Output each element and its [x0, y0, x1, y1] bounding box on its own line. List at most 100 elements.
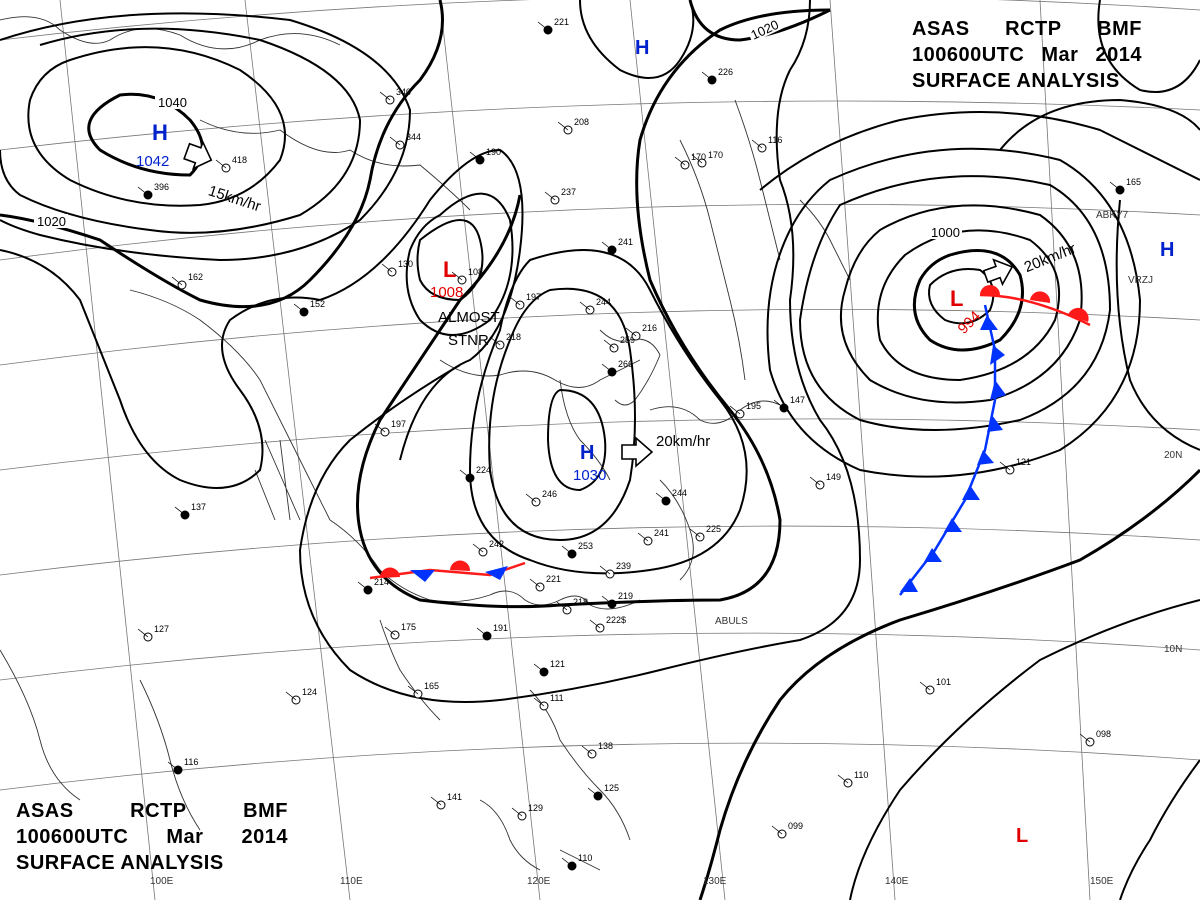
station-pressure-value: 225: [706, 524, 721, 534]
wind-barb: [1079, 733, 1091, 743]
wind-barb: [689, 528, 701, 538]
high-ne-symbol: H: [1160, 239, 1174, 261]
station-pressure-value: 162: [188, 272, 203, 282]
wind-barb: [533, 663, 545, 673]
agency-code: ASAS: [912, 18, 970, 40]
station-pressure-value: 241: [618, 237, 633, 247]
station-pressure-value: 124: [302, 687, 317, 697]
station-pressure-value: 253: [578, 541, 593, 551]
wind-barb: [919, 681, 931, 691]
high-center-symbol: H: [580, 442, 594, 464]
low-center-pressure: 1008: [430, 284, 463, 301]
wind-barb: [561, 857, 573, 867]
station-pressure-value: 224: [476, 465, 491, 475]
wind-barb: [511, 807, 523, 817]
wind-barb: [389, 136, 401, 146]
low-east-motion-label: 20km/hr: [1022, 240, 1079, 276]
wind-barb: [476, 627, 488, 637]
wind-barb: [637, 532, 649, 542]
station-label-abuls: ABULS: [715, 616, 748, 627]
wind-barb: [285, 691, 297, 701]
motion-arrows: [183, 140, 1014, 468]
coastlines: [0, 16, 851, 871]
station-pressure-value: 116: [768, 135, 782, 145]
product-name: SURFACE ANALYSIS: [912, 70, 1120, 92]
analysis-year: 2014: [241, 826, 288, 848]
station-pressure-value: 147: [790, 395, 805, 405]
station-pressure-value: 130: [398, 259, 413, 269]
station-pressure-value: 197: [526, 292, 541, 302]
wind-barb: [489, 336, 501, 346]
station-pressure-value: 241: [654, 528, 669, 538]
motion-labels: 15km/hr 20km/hr 20km/hr ALMOST STNR: [206, 182, 1078, 450]
station-pressure-value: 216: [642, 323, 657, 333]
wind-barb: [579, 301, 591, 311]
station-pressure-value: 237: [561, 187, 576, 197]
station-pressure-value: 099: [788, 821, 803, 831]
grid-labels: 100E 110E 120E 130E 140E 150E 20N 10N AB…: [150, 210, 1182, 887]
station-pressure-value: 129: [528, 803, 543, 813]
wind-barb: [459, 469, 471, 479]
station-pressure-value: 396: [154, 182, 169, 192]
station-pressure-value: 170: [708, 150, 723, 160]
wind-barb: [837, 774, 849, 784]
isobar-label-1040: 1040: [158, 95, 187, 110]
wind-barb: [451, 271, 463, 281]
latitude-label-20n: 20N: [1164, 450, 1182, 461]
wind-barb: [381, 263, 393, 273]
station-pressure-value: 108: [468, 267, 483, 277]
wind-barb: [691, 154, 703, 164]
isobar-label-1000: 1000: [931, 225, 960, 240]
warm-front: [979, 285, 1091, 327]
wind-barb: [509, 296, 521, 306]
isobar-1020-west: [0, 0, 444, 309]
station-pressure-value: 175: [401, 622, 416, 632]
wind-barb: [557, 121, 569, 131]
wind-barb: [430, 796, 442, 806]
wind-barb: [674, 156, 686, 166]
wind-barb: [729, 405, 741, 415]
office-code: BMF: [1097, 18, 1142, 40]
high-center-motion-arrow: [621, 436, 654, 468]
wind-barb: [407, 685, 419, 695]
station-pressure-value: 121: [1016, 457, 1031, 467]
wind-barb: [533, 697, 545, 707]
wind-barb: [1109, 181, 1121, 191]
station-pressure-value: 170: [691, 152, 706, 162]
wind-barb: [601, 595, 613, 605]
station-pressure-value: 149: [826, 472, 841, 482]
station-pressure-value: 208: [574, 117, 589, 127]
wind-barb: [601, 241, 613, 251]
high-center-motion-label: 20km/hr: [656, 433, 710, 450]
station-pressure-value: 197: [391, 419, 406, 429]
wind-barb: [999, 461, 1011, 471]
station-pressure-value: 242: [489, 539, 504, 549]
longitude-label-100e: 100E: [150, 876, 174, 887]
station-pressure-value: 191: [493, 623, 508, 633]
longitude-label-150e: 150E: [1090, 876, 1114, 887]
station-pressure-value: 266: [618, 359, 633, 369]
low-east-pressure: 994: [955, 308, 985, 338]
wind-barb: [809, 476, 821, 486]
stationary-label-line1: ALMOST: [438, 309, 500, 326]
longitude-label-130e: 130E: [703, 876, 727, 887]
stationary-label-line2: STNR: [448, 332, 489, 349]
low-east-symbol: L: [950, 286, 963, 311]
station-pressure-value: 221: [554, 17, 569, 27]
low-center-symbol: L: [443, 257, 456, 282]
wind-barb: [556, 601, 568, 611]
wind-barb: [544, 191, 556, 201]
station-pressure-value: 222$: [606, 615, 626, 625]
wind-barb: [625, 327, 637, 337]
office-code: BMF: [243, 800, 288, 822]
station-label-vrzj: VRZJ: [1128, 275, 1153, 286]
isobar-label-1020-west: 1020: [37, 214, 66, 229]
station-pressure-value: 137: [191, 502, 206, 512]
analysis-time: 100600UTC: [16, 826, 129, 848]
wind-barb: [537, 21, 549, 31]
wind-barb: [137, 628, 149, 638]
wind-barb: [472, 543, 484, 553]
wind-barb: [384, 626, 396, 636]
high-nw-motion-arrow: [183, 140, 213, 171]
